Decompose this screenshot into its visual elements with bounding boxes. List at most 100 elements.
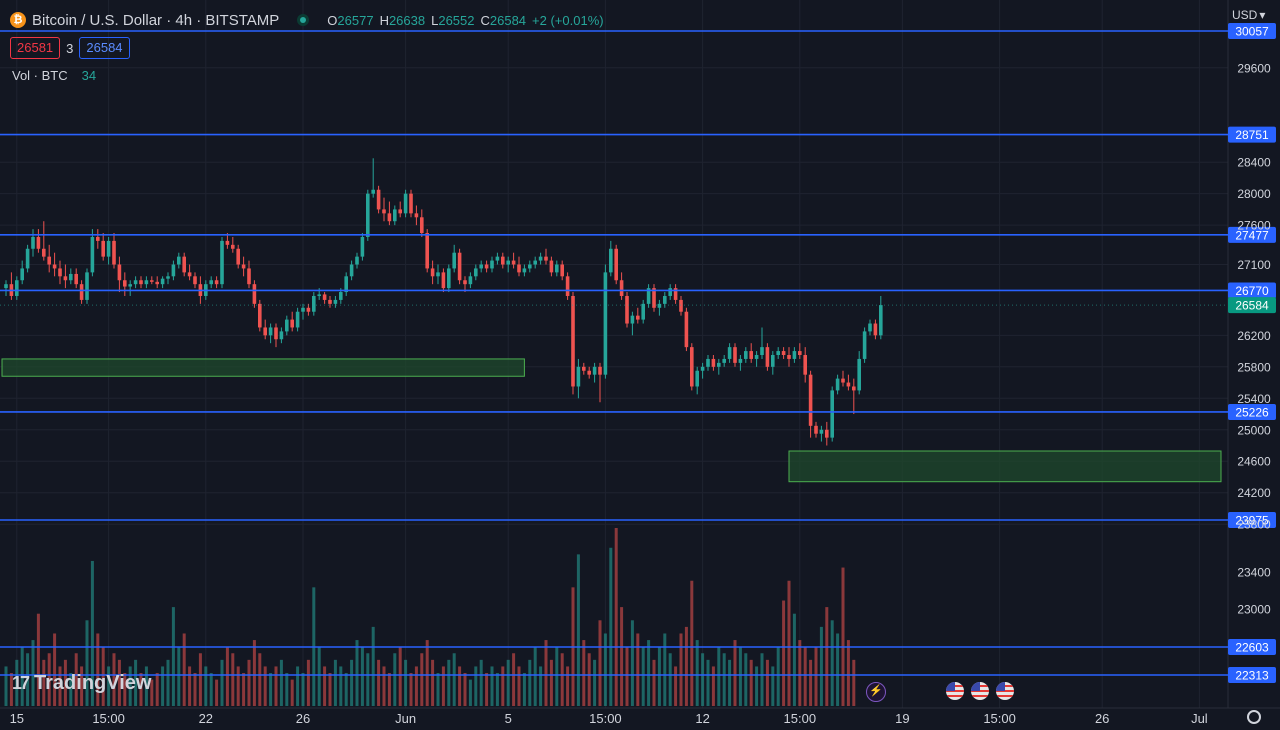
candle-body (744, 351, 748, 359)
candle-body (495, 256, 500, 261)
candle-body (711, 358, 716, 367)
volume-bar (409, 673, 413, 706)
candle-body (139, 280, 143, 285)
candle-body (301, 307, 305, 312)
volume-bar (463, 673, 467, 706)
candle-body (792, 351, 797, 359)
volume-bar (674, 666, 678, 706)
symbol-header[interactable]: ₿ Bitcoin / U.S. Dollar · 4h · BITSTAMP … (10, 9, 604, 31)
candlestick-series (4, 158, 883, 446)
level-label: 28751 (1235, 128, 1269, 142)
candle-body (560, 264, 564, 277)
price-axis[interactable]: 29600 28400 28000 27600 27100 26200 25800 25400… (1237, 61, 1271, 616)
candle-body (625, 295, 629, 324)
volume-bar (522, 673, 526, 706)
volume-bar (490, 666, 494, 706)
level-label-bg (1228, 512, 1276, 528)
level-label-bg (1228, 23, 1276, 39)
candle-body (457, 252, 462, 281)
candle-body (187, 272, 192, 277)
candle-body (414, 213, 419, 218)
level-label-bg (1228, 226, 1276, 243)
volume-bar (749, 659, 753, 706)
volume-bar (323, 666, 327, 706)
volume-value: 34 (81, 68, 97, 83)
volume-bar (485, 673, 489, 706)
currency-selector[interactable]: USD ▾ (1232, 8, 1265, 22)
market-open-dot-icon (297, 14, 310, 26)
high-key: H (379, 12, 389, 28)
candle-body (333, 299, 338, 304)
candle-body (852, 386, 856, 391)
us-flag-icon[interactable] (971, 682, 989, 700)
candle-body (803, 355, 807, 375)
volume-bar (431, 659, 435, 706)
candle-body (58, 268, 62, 277)
candle-body (479, 264, 483, 269)
open-value: 26577 (337, 12, 374, 28)
candle-body (879, 305, 883, 336)
buy-button[interactable]: 26584 (79, 37, 130, 59)
candle-body (452, 252, 456, 269)
spread-value: 3 (66, 40, 74, 56)
tradingview-logo[interactable]: 17 TradingView (12, 672, 151, 695)
volume-bar (809, 659, 813, 706)
volume-bar (215, 679, 219, 706)
candle-body (652, 288, 656, 308)
volume-bar (803, 646, 807, 706)
y-tick-label: 25400 (1237, 392, 1271, 406)
volume-bar (247, 659, 251, 706)
volume-bar (765, 659, 769, 706)
volume-bar (625, 646, 629, 706)
candle-body (609, 248, 613, 273)
candle-body (85, 272, 89, 300)
candle-body (4, 284, 8, 289)
settings-gear-icon[interactable] (1247, 710, 1261, 724)
candle-body (371, 189, 375, 194)
level-label: 30057 (1235, 25, 1269, 39)
time-axis[interactable]: 15 15:00 22 26 Jun 5 15:00 12 15:00 19 15:00 26 Jul (10, 711, 1208, 726)
volume-bar (846, 640, 850, 706)
us-flag-icon[interactable] (996, 682, 1014, 700)
sell-button[interactable]: 26581 (10, 37, 61, 59)
volume-bar (74, 653, 78, 706)
symbol-title[interactable]: Bitcoin / U.S. Dollar · 4h · BITSTAMP (32, 11, 280, 29)
volume-bar (458, 666, 462, 706)
chevron-down-icon: ▾ (1259, 8, 1266, 22)
volume-bar (695, 640, 699, 706)
volume-bar (80, 666, 84, 706)
candle-body (668, 288, 672, 296)
candle-body (133, 280, 138, 285)
volume-bar (123, 673, 127, 706)
level-label: 22313 (1235, 669, 1269, 683)
volume-bar (193, 673, 197, 706)
candle-body (355, 256, 359, 265)
volume-bar (598, 620, 602, 706)
us-flag-icon[interactable] (946, 682, 964, 700)
volume-bar (101, 646, 105, 706)
candle-body (592, 366, 597, 375)
volume-bar (344, 673, 348, 706)
open-key: O (327, 12, 338, 28)
candle-body (47, 256, 51, 265)
volume-bar (296, 666, 300, 706)
candle-body (430, 268, 435, 277)
candle-body (209, 280, 213, 285)
candle-body (733, 347, 737, 363)
volume-bar (582, 640, 586, 706)
horizontal-levels[interactable]: 30057 28751 27477 26770 25226 23975 22603 22313… (0, 23, 1276, 683)
volume-bar (452, 653, 456, 706)
candle-body (247, 268, 251, 285)
candle-body (177, 256, 181, 265)
volume-bar (501, 666, 505, 706)
y-tick-label: 27100 (1237, 258, 1271, 272)
candle-body (387, 213, 392, 222)
lightning-icon[interactable]: ⚡ (866, 682, 886, 702)
candle-body (31, 236, 35, 249)
candle-body (420, 217, 424, 234)
candle-body (646, 288, 651, 304)
volume-legend[interactable]: Vol · BTC 34 (12, 68, 96, 83)
high-value: 26638 (388, 12, 426, 28)
candle-body (835, 378, 840, 391)
